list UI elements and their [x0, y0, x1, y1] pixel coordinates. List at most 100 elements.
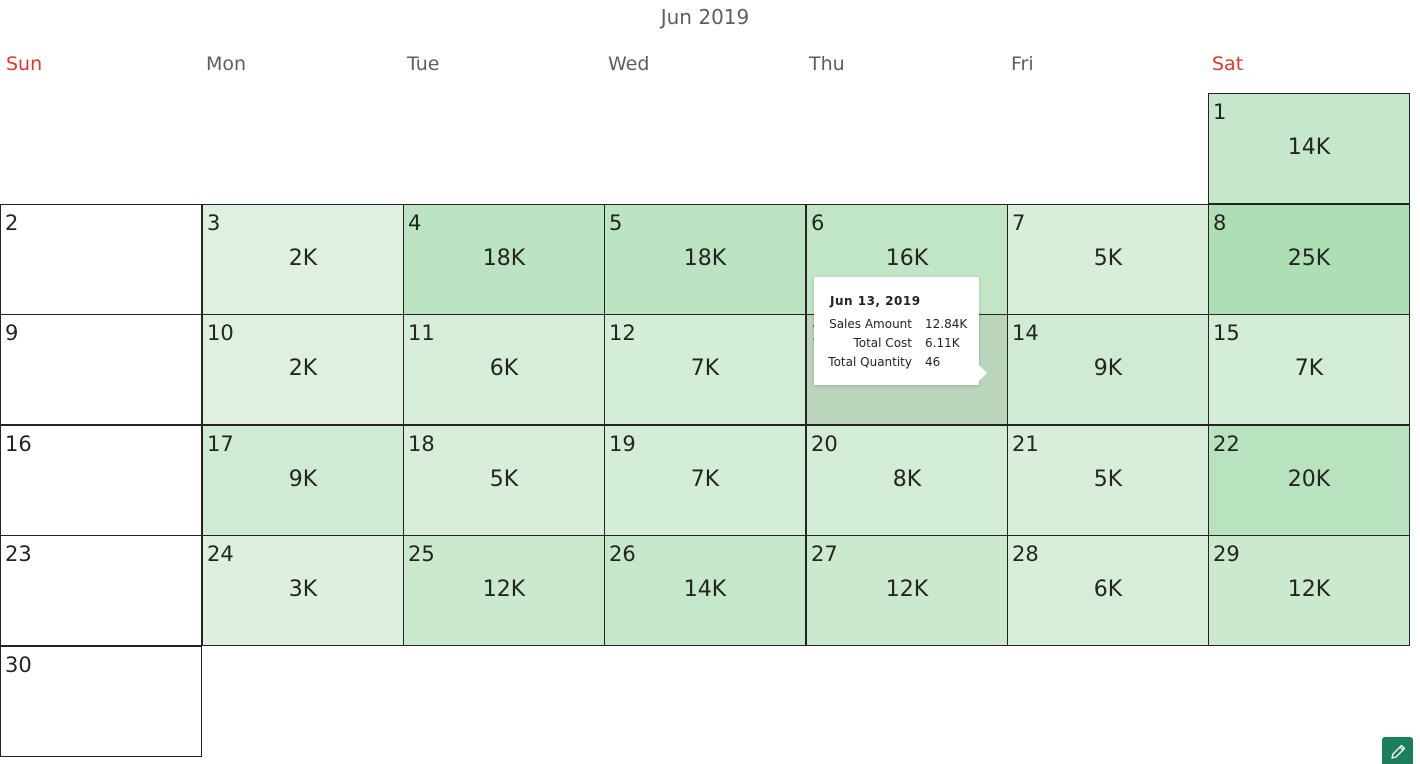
- day-cell-17[interactable]: 17 9K: [202, 425, 404, 536]
- weekday-header-tue: Tue: [407, 53, 440, 75]
- edit-button[interactable]: [1382, 737, 1413, 764]
- day-number: 6: [811, 211, 825, 235]
- day-cell-1[interactable]: 1 14K: [1208, 93, 1410, 204]
- day-value: 3K: [288, 577, 318, 602]
- day-cell-22[interactable]: 22 20K: [1208, 425, 1410, 536]
- day-cell-3[interactable]: 3 2K: [202, 204, 404, 315]
- day-number: 11: [408, 321, 435, 345]
- day-value: 5K: [489, 467, 519, 492]
- day-cell-18[interactable]: 18 5K: [403, 425, 605, 536]
- day-number: 9: [5, 321, 19, 345]
- day-number: 28: [1012, 542, 1039, 566]
- day-cell-9[interactable]: 9: [0, 314, 202, 425]
- day-value: 12K: [482, 577, 526, 602]
- tooltip-row-total-quantity: Total Quantity 46: [814, 355, 979, 373]
- day-number: 21: [1012, 432, 1039, 456]
- day-cell-11[interactable]: 11 6K: [403, 314, 605, 425]
- day-number: 19: [609, 432, 636, 456]
- day-value: 12K: [885, 577, 929, 602]
- tooltip-label: Total Cost: [853, 336, 912, 350]
- day-cell-7[interactable]: 7 5K: [1007, 204, 1209, 315]
- day-value: 20K: [1287, 467, 1331, 492]
- day-value: 6K: [489, 356, 519, 381]
- day-cell-25[interactable]: 25 12K: [403, 535, 605, 646]
- day-cell-24[interactable]: 24 3K: [202, 535, 404, 646]
- tooltip-value: 46: [925, 355, 941, 369]
- weekday-header-wed: Wed: [608, 53, 650, 75]
- day-cell-21[interactable]: 21 5K: [1007, 425, 1209, 536]
- day-value: 7K: [690, 356, 720, 381]
- day-number: 3: [207, 211, 221, 235]
- month-title: Jun 2019: [660, 5, 750, 29]
- day-number: 30: [5, 653, 32, 677]
- weekday-header-sun: Sun: [6, 53, 43, 75]
- day-number: 25: [408, 542, 435, 566]
- day-cell-20[interactable]: 20 8K: [806, 425, 1008, 536]
- tooltip-row-sales-amount: Sales Amount 12.84K: [814, 317, 979, 335]
- tooltip-title: Jun 13, 2019: [830, 294, 921, 308]
- day-value: 2K: [288, 356, 318, 381]
- day-number: 18: [408, 432, 435, 456]
- day-number: 4: [408, 211, 422, 235]
- day-cell-19[interactable]: 19 7K: [604, 425, 806, 536]
- day-number: 26: [609, 542, 636, 566]
- tooltip-value: 12.84K: [925, 317, 968, 331]
- day-value: 25K: [1287, 246, 1331, 271]
- day-value: 8K: [892, 467, 922, 492]
- day-value: 14K: [683, 577, 727, 602]
- day-number: 10: [207, 321, 234, 345]
- day-value: 6K: [1093, 577, 1123, 602]
- day-number: 2: [5, 211, 19, 235]
- pencil-icon: [1390, 744, 1405, 759]
- tooltip-value: 6.11K: [925, 336, 960, 350]
- tooltip-label: Sales Amount: [829, 317, 912, 331]
- weekday-header-mon: Mon: [206, 53, 247, 75]
- day-number: 5: [609, 211, 623, 235]
- weekday-header-sat: Sat: [1212, 53, 1244, 75]
- day-cell-12[interactable]: 12 7K: [604, 314, 806, 425]
- day-number: 8: [1213, 211, 1227, 235]
- day-number: 16: [5, 432, 32, 456]
- day-value: 5K: [1093, 246, 1123, 271]
- day-number: 7: [1012, 211, 1026, 235]
- day-number: 12: [609, 321, 636, 345]
- day-number: 20: [811, 432, 838, 456]
- day-cell-29[interactable]: 29 12K: [1208, 535, 1410, 646]
- tooltip-row-total-cost: Total Cost 6.11K: [814, 336, 979, 354]
- day-value: 9K: [288, 467, 318, 492]
- day-cell-10[interactable]: 10 2K: [202, 314, 404, 425]
- day-value: 9K: [1093, 356, 1123, 381]
- day-cell-14[interactable]: 14 9K: [1007, 314, 1209, 425]
- day-cell-5[interactable]: 5 18K: [604, 204, 806, 315]
- day-value: 2K: [288, 246, 318, 271]
- day-cell-15[interactable]: 15 7K: [1208, 314, 1410, 425]
- day-number: 15: [1213, 321, 1240, 345]
- day-value: 18K: [683, 246, 727, 271]
- day-number: 22: [1213, 432, 1240, 456]
- day-cell-23[interactable]: 23: [0, 535, 202, 646]
- day-value: 16K: [885, 246, 929, 271]
- day-number: 23: [5, 542, 32, 566]
- day-number: 27: [811, 542, 838, 566]
- day-number: 1: [1213, 100, 1227, 124]
- tooltip-label: Total Quantity: [828, 355, 912, 369]
- day-cell-2[interactable]: 2: [0, 204, 202, 315]
- day-value: 5K: [1093, 467, 1123, 492]
- day-cell-27[interactable]: 27 12K: [806, 535, 1008, 646]
- day-cell-30[interactable]: 30: [0, 646, 202, 757]
- day-cell-16[interactable]: 16: [0, 425, 202, 536]
- day-cell-4[interactable]: 4 18K: [403, 204, 605, 315]
- day-number: 24: [207, 542, 234, 566]
- day-value: 12K: [1287, 577, 1331, 602]
- day-cell-28[interactable]: 28 6K: [1007, 535, 1209, 646]
- day-cell-26[interactable]: 26 14K: [604, 535, 806, 646]
- tooltip: Jun 13, 2019 Sales Amount 12.84K Total C…: [814, 277, 987, 385]
- day-number: 29: [1213, 542, 1240, 566]
- day-value: 7K: [690, 467, 720, 492]
- day-number: 17: [207, 432, 234, 456]
- day-cell-8[interactable]: 8 25K: [1208, 204, 1410, 315]
- day-number: 14: [1012, 321, 1039, 345]
- day-value: 14K: [1287, 135, 1331, 160]
- weekday-header-thu: Thu: [809, 53, 845, 75]
